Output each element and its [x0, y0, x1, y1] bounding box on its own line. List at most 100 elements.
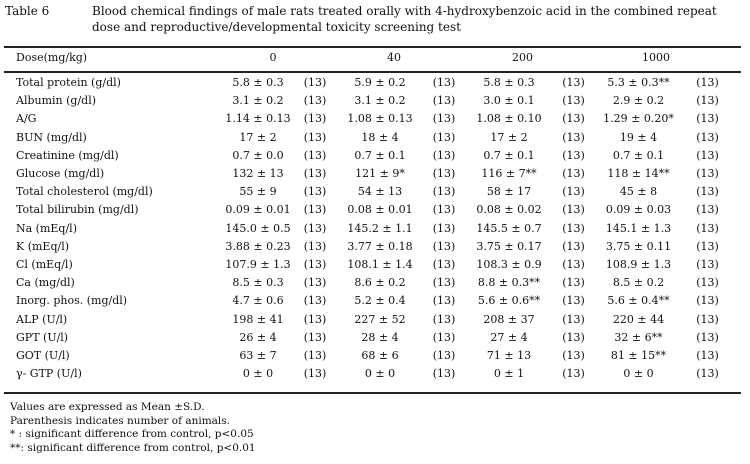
animal-count: (13) [303, 330, 327, 344]
mean-sd-value: 132 ± 13 [232, 167, 284, 180]
mean-sd-value: 17 ± 2 [239, 130, 277, 144]
mean-sd-value: 28 ± 4 [361, 330, 399, 344]
mean-sd-value: 0 ± 0 [623, 367, 654, 381]
table-row: BUN (mg/dl) 17 ± 2 (13) 18 ± 4 (13) 17 ± 2 (13… [0, 130, 750, 146]
animal-count: (13) [696, 221, 719, 235]
mean-sd-value: 3.1 ± 0.2 [232, 94, 284, 108]
mean-sd-value: 5.2 ± 0.4 [354, 294, 406, 308]
animal-count: (13) [562, 349, 585, 362]
mean-sd-value: 4.7 ± 0.6 [232, 294, 284, 308]
mean-sd-value: 0 ± 0 [242, 367, 274, 381]
mean-sd-value: 8.8 ± 0.3** [477, 276, 541, 290]
animal-count: (13) [432, 349, 456, 362]
table-row: A/G 1.14 ± 0.13 (13) 1.08 ± 0.13 (13) 1.08 ± … [0, 111, 750, 127]
animal-count: (13) [562, 312, 585, 326]
mean-sd-value: 3.77 ± 0.18 [347, 239, 413, 253]
mean-sd-value: 220 ± 44 [612, 312, 665, 326]
animal-count: (13) [303, 76, 327, 89]
dose-0: 0 [269, 51, 277, 64]
footnote: * : significant difference from control,… [10, 428, 254, 440]
mean-sd-value: 2.9 ± 0.2 [612, 94, 665, 108]
footnote: Parenthesis indicates number of animals. [10, 414, 231, 427]
animal-count: (13) [562, 185, 585, 199]
mean-sd-value: 55 ± 9 [239, 185, 277, 199]
mean-sd-value: 0.08 ± 0.01 [347, 203, 413, 217]
parameter-label: K (mEq/l) [16, 239, 70, 253]
mean-sd-value: 71 ± 13 [486, 349, 532, 362]
animal-count: (13) [696, 258, 719, 271]
mean-sd-value: 54 ± 13 [357, 185, 403, 199]
table-row: Na (mEq/l) 145.0 ± 0.5 (13) 145.2 ± 1.1 (13)… [0, 221, 750, 237]
animal-count: (13) [696, 167, 719, 180]
mean-sd-value: 26 ± 4 [239, 330, 277, 344]
table-row: Inorg. phos. (mg/dl) 4.7 ± 0.6 (13) 5.2 ± 0… [0, 293, 750, 309]
animal-count: (13) [562, 112, 585, 126]
animal-count: (13) [696, 349, 719, 362]
animal-count: (13) [303, 294, 327, 308]
parameter-label: ALP (U/l) [16, 312, 68, 326]
animal-count: (13) [562, 276, 585, 290]
animal-count: (13) [303, 148, 327, 162]
table-row: Cl (mEq/l) 107.9 ± 1.3 (13) 108.1 ± 1.4 (13)… [0, 257, 750, 273]
animal-count: (13) [562, 203, 585, 217]
table-title: Blood chemical findings of male rats tre… [92, 4, 717, 34]
mean-sd-value: 3.88 ± 0.23 [225, 239, 291, 253]
parameter-label: Inorg. phos. (mg/dl) [16, 294, 128, 308]
mean-sd-value: 19 ± 4 [619, 130, 658, 144]
dose-label: Dose(mg/kg) [16, 51, 88, 64]
animal-count: (13) [562, 167, 585, 180]
animal-count: (13) [432, 112, 456, 126]
mean-sd-value: 3.75 ± 0.17 [476, 239, 542, 253]
animal-count: (13) [562, 258, 585, 271]
table-row: Total bilirubin (mg/dl) 0.09 ± 0.01 (13) 0.… [0, 202, 750, 218]
mean-sd-value: 1.08 ± 0.10 [476, 112, 542, 126]
mean-sd-value: 1.08 ± 0.13 [347, 112, 413, 126]
parameter-label: A/G [16, 112, 37, 126]
parameter-label: Na (mEq/l) [16, 221, 77, 235]
animal-count: (13) [432, 148, 456, 162]
mean-sd-value: 0.08 ± 0.02 [476, 203, 542, 217]
mean-sd-value: 5.9 ± 0.2 [354, 76, 406, 89]
table-row: Glucose (mg/dl) 132 ± 13 (13) 121 ± 9* (13) 1… [0, 166, 750, 182]
mean-sd-value: 118 ± 14** [607, 167, 670, 180]
table-row: K (mEq/l) 3.88 ± 0.23 (13) 3.77 ± 0.18 (13) 3… [0, 239, 750, 255]
mean-sd-value: 3.75 ± 0.11 [605, 239, 672, 253]
animal-count: (13) [303, 349, 327, 362]
mean-sd-value: 8.6 ± 0.2 [354, 276, 406, 290]
mean-sd-value: 0.7 ± 0.1 [483, 148, 535, 162]
bottom-rule [4, 392, 741, 394]
mean-sd-value: 8.5 ± 0.3 [232, 276, 284, 290]
animal-count: (13) [696, 312, 719, 326]
animal-count: (13) [696, 367, 719, 381]
animal-count: (13) [562, 239, 585, 253]
animal-count: (13) [432, 239, 456, 253]
animal-count: (13) [696, 185, 719, 199]
parameter-label: GPT (U/l) [16, 330, 69, 344]
animal-count: (13) [562, 94, 585, 108]
animal-count: (13) [432, 312, 456, 326]
mean-sd-value: 116 ± 7** [481, 167, 537, 180]
animal-count: (13) [696, 330, 719, 344]
animal-count: (13) [303, 203, 327, 217]
animal-count: (13) [303, 94, 327, 108]
animal-count: (13) [562, 367, 585, 381]
table-row: Albumin (g/dl) 3.1 ± 0.2 (13) 3.1 ± 0.2 (13)… [0, 93, 750, 109]
animal-count: (13) [562, 76, 585, 89]
mean-sd-value: 17 ± 2 [490, 130, 528, 144]
animal-count: (13) [432, 203, 456, 217]
table-row: GOT (U/l) 63 ± 7 (13) 68 ± 6 (13) 71 ± 13 (13)… [0, 348, 750, 364]
mean-sd-value: 5.3 ± 0.3** [607, 76, 670, 89]
animal-count: (13) [432, 294, 456, 308]
table-row: ALP (U/l) 198 ± 41 (13) 227 ± 52 (13) 208 ± 3… [0, 312, 750, 328]
table-number: Table 6 [5, 4, 50, 18]
animal-count: (13) [562, 221, 585, 235]
animal-count: (13) [696, 112, 719, 126]
mean-sd-value: 145.1 ± 1.3 [605, 221, 672, 235]
parameter-label: Ca (mg/dl) [16, 276, 75, 290]
mean-sd-value: 18 ± 4 [361, 130, 399, 144]
table-row: Total cholesterol (mg/dl) 55 ± 9 (13) 54 ± … [0, 184, 750, 200]
mean-sd-value: 108.3 ± 0.9 [476, 258, 542, 271]
animal-count: (13) [432, 221, 456, 235]
animal-count: (13) [562, 330, 585, 344]
animal-count: (13) [303, 367, 327, 381]
